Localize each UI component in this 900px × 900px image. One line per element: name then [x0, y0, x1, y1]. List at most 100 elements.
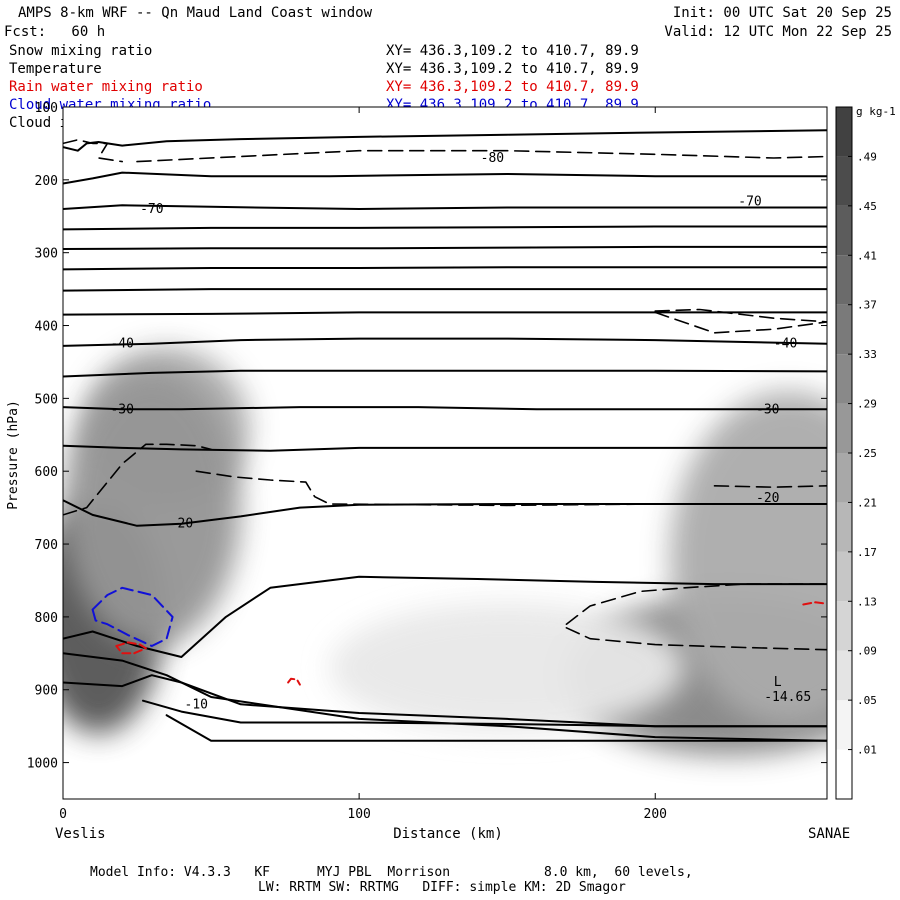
temperature-isoline-0	[63, 129, 827, 152]
temperature-isoline-15	[142, 699, 827, 728]
colorbar-cell-8	[836, 354, 852, 404]
left-endpoint-label: Veslis	[55, 826, 106, 842]
y-tick-label-3: 400	[35, 320, 58, 335]
colorbar-unit: g kg-1	[856, 105, 896, 118]
rain-isoline-0	[115, 641, 147, 655]
temp-label-5: -30	[110, 402, 133, 417]
model-info-line1: Model Info: V4.3.3 KF MYJ PBL Morrison 8…	[90, 865, 693, 880]
colorbar-label-12: .49	[857, 150, 877, 163]
cloud-ice-isoline-1	[136, 149, 827, 163]
colorbar-label-0: .01	[857, 744, 877, 757]
colorbar-label-9: .37	[857, 299, 877, 312]
y-tick-label-5: 600	[35, 465, 58, 480]
temperature-isoline-3	[63, 225, 827, 231]
temperature-isoline-2	[63, 204, 827, 210]
cloud-ice-isoline-8	[713, 484, 827, 489]
y-tick-label-2: 300	[35, 247, 58, 262]
colorbar-cell-5	[836, 502, 852, 552]
chart-title: AMPS 8-km WRF -- Qn Maud Land Coast wind…	[18, 5, 373, 21]
model-info-line2: LW: RRTM SW: RRTMG DIFF: simple KM: 2D S…	[258, 880, 626, 895]
colorbar-cell-2	[836, 650, 852, 701]
temperature-isoline-7	[63, 311, 827, 316]
x-tick-label-2: 200	[644, 807, 667, 822]
colorbar-cell-11	[836, 205, 852, 256]
cloud-ice-isoline-0	[63, 139, 123, 163]
colorbar-cell-10	[836, 255, 852, 305]
colorbar-label-3: .13	[857, 595, 877, 608]
cloud-ice-isoline-5	[654, 311, 827, 334]
colorbar-cell-12	[836, 156, 852, 206]
colorbar-cell-1	[836, 700, 852, 750]
colorbar-label-2: .09	[857, 645, 877, 658]
y-tick-label-4: 500	[35, 392, 58, 407]
colorbar-label-8: .33	[857, 348, 877, 361]
y-axis-label: Pressure (hPa)	[6, 400, 21, 510]
low-center-value: -14.65	[764, 690, 811, 705]
x-axis-label: Distance (km)	[393, 826, 503, 842]
x-tick-label-1: 100	[347, 807, 370, 822]
temperature-isoline-8	[63, 337, 827, 347]
y-tick-label-9: 1000	[27, 757, 58, 772]
colorbar-cell-13	[836, 107, 852, 157]
field-coords-0: XY= 436.3,109.2 to 410.7, 89.9	[386, 43, 639, 59]
snow-shading-2	[63, 369, 241, 646]
colorbar-label-5: .21	[857, 496, 877, 509]
cloud-ice-isoline-3	[195, 470, 827, 507]
cloud-ice-isoline-2	[63, 443, 212, 516]
temp-label-4: -40	[774, 337, 797, 352]
cloud-ice-isoline-7	[565, 626, 827, 651]
temperature-isoline-10	[63, 406, 827, 411]
low-center-marker: L	[774, 675, 782, 690]
right-endpoint-label: SANAE	[808, 826, 850, 842]
field-name-0: Snow mixing ratio	[9, 43, 153, 59]
rain-isoline-1	[287, 677, 301, 686]
snow-shading-4	[670, 391, 827, 727]
temperature-isoline-9	[63, 369, 827, 378]
temperature-isoline-14	[63, 674, 827, 728]
temp-label-2: -70	[738, 195, 761, 210]
colorbar-label-6: .25	[857, 447, 877, 460]
temp-label-1: -70	[140, 202, 163, 217]
temp-label-6: -30	[756, 402, 779, 417]
colorbar-cell-6	[836, 453, 852, 503]
field-coords-2: XY= 436.3,109.2 to 410.7, 89.9	[386, 79, 639, 95]
colorbar-cell-0	[836, 749, 852, 799]
snow-shading-5	[329, 602, 685, 734]
temp-label-8: -20	[756, 491, 779, 506]
cloud-ice-isoline-6	[565, 583, 827, 626]
temp-label-3: -40	[110, 337, 133, 352]
colorbar-cell-9	[836, 304, 852, 355]
y-tick-label-6: 700	[35, 538, 58, 553]
temp-label-0: -80	[481, 151, 504, 166]
temp-label-7: -20	[170, 517, 193, 532]
x-tick-label-0: 0	[59, 807, 67, 822]
colorbar-cell-3	[836, 601, 852, 651]
colorbar-cell-4	[836, 551, 852, 602]
temperature-isoline-17	[165, 714, 827, 742]
y-tick-label-8: 900	[35, 684, 58, 699]
y-tick-label-7: 800	[35, 611, 58, 626]
temperature-isoline-4	[63, 245, 827, 250]
colorbar-label-4: .17	[857, 546, 877, 559]
colorbar-label-1: .05	[857, 694, 877, 707]
temperature-isoline-12	[63, 499, 827, 527]
cloud-water-isoline-0	[91, 586, 174, 647]
temperature-isoline-16	[63, 652, 827, 742]
temperature-isoline-13	[63, 575, 827, 658]
field-name-1: Temperature	[9, 61, 102, 77]
y-tick-label-1: 200	[35, 174, 58, 189]
colorbar-label-10: .41	[857, 249, 877, 262]
colorbar-label-11: .45	[857, 200, 877, 213]
temp-label-9: -10	[185, 697, 208, 712]
plot-frame	[62, 106, 828, 800]
y-tick-label-0: 100	[35, 101, 58, 116]
temperature-isoline-11	[63, 444, 827, 452]
temperature-isoline-1	[63, 171, 827, 185]
temperature-isoline-5	[63, 266, 827, 271]
valid-time: Valid: 12 UTC Mon 22 Sep 25	[664, 24, 892, 40]
colorbar-label-7: .29	[857, 398, 877, 411]
temperature-isoline-6	[63, 288, 827, 292]
forecast-hour: Fcst: 60 h	[4, 24, 106, 40]
colorbar-cell-7	[836, 403, 852, 453]
